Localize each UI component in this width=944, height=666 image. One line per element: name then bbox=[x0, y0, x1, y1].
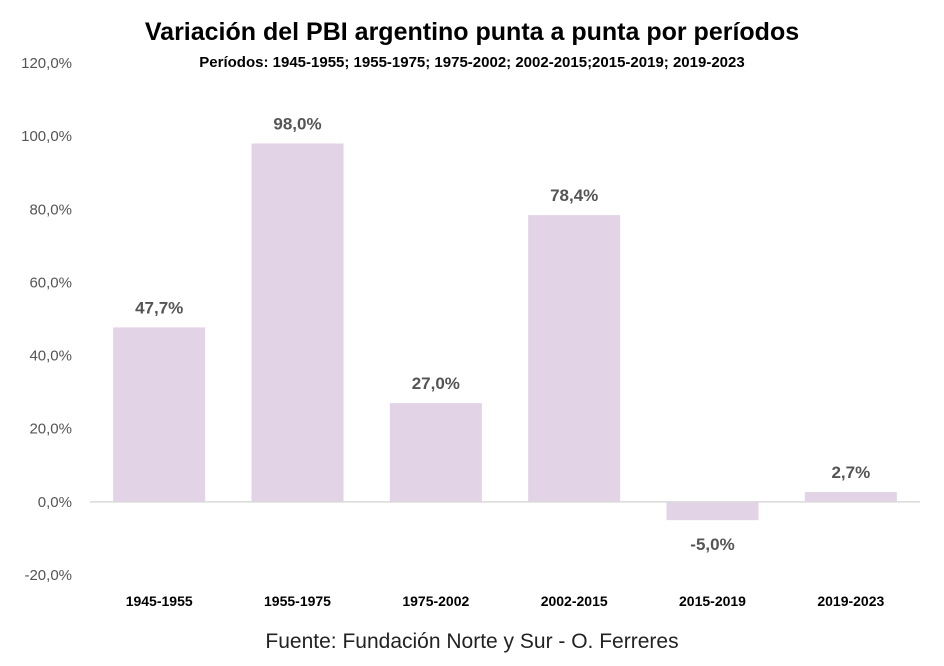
x-tick-label: 1975-2002 bbox=[402, 593, 469, 609]
source-note: Fuente: Fundación Norte y Sur - O. Ferre… bbox=[265, 630, 679, 653]
bar-1955-1975 bbox=[251, 143, 344, 502]
x-tick-label: 2002-2015 bbox=[541, 593, 608, 609]
y-tick-label: 80,0% bbox=[29, 201, 72, 218]
bar-1945-1955 bbox=[113, 327, 206, 502]
y-axis-labels: -20,0% 0,0% 20,0% 40,0% 60,0% 80,0% 100,0% 120,… bbox=[21, 55, 72, 584]
x-axis-labels: 1945-1955 1955-1975 1975-2002 2002-2015 2015… bbox=[126, 593, 885, 609]
chart-subtitle: Períodos: 1945-1955; 1955-1975; 1975-200… bbox=[199, 54, 745, 71]
x-tick-label: 2015-2019 bbox=[679, 593, 746, 609]
data-labels: 47,7% 98,0% 27,0% 78,4% -5,0% 2,7% bbox=[135, 114, 870, 554]
chart-title: Variación del PBI argentino punta a punt… bbox=[144, 18, 800, 46]
data-label: -5,0% bbox=[690, 535, 734, 554]
x-tick-label: 2019-2023 bbox=[817, 593, 884, 609]
data-label: 47,7% bbox=[135, 298, 183, 317]
bars bbox=[113, 143, 897, 521]
y-tick-label: 40,0% bbox=[29, 348, 72, 365]
y-tick-label: 20,0% bbox=[29, 421, 72, 438]
x-tick-label: 1955-1975 bbox=[264, 593, 331, 609]
y-tick-label: 120,0% bbox=[21, 55, 72, 72]
x-tick-label: 1945-1955 bbox=[126, 593, 193, 609]
y-tick-label: 60,0% bbox=[29, 274, 72, 291]
y-tick-label: 0,0% bbox=[38, 494, 72, 511]
data-label: 98,0% bbox=[273, 114, 321, 133]
bar-2019-2023 bbox=[804, 491, 897, 502]
y-tick-label: -20,0% bbox=[24, 567, 72, 584]
data-label: 27,0% bbox=[412, 374, 460, 393]
y-tick-label: 100,0% bbox=[21, 128, 72, 145]
data-label: 78,4% bbox=[550, 186, 598, 205]
bar-2015-2019 bbox=[666, 501, 759, 521]
bar-1975-2002 bbox=[389, 403, 482, 502]
data-label: 2,7% bbox=[831, 463, 870, 482]
bar-2002-2015 bbox=[528, 215, 621, 502]
